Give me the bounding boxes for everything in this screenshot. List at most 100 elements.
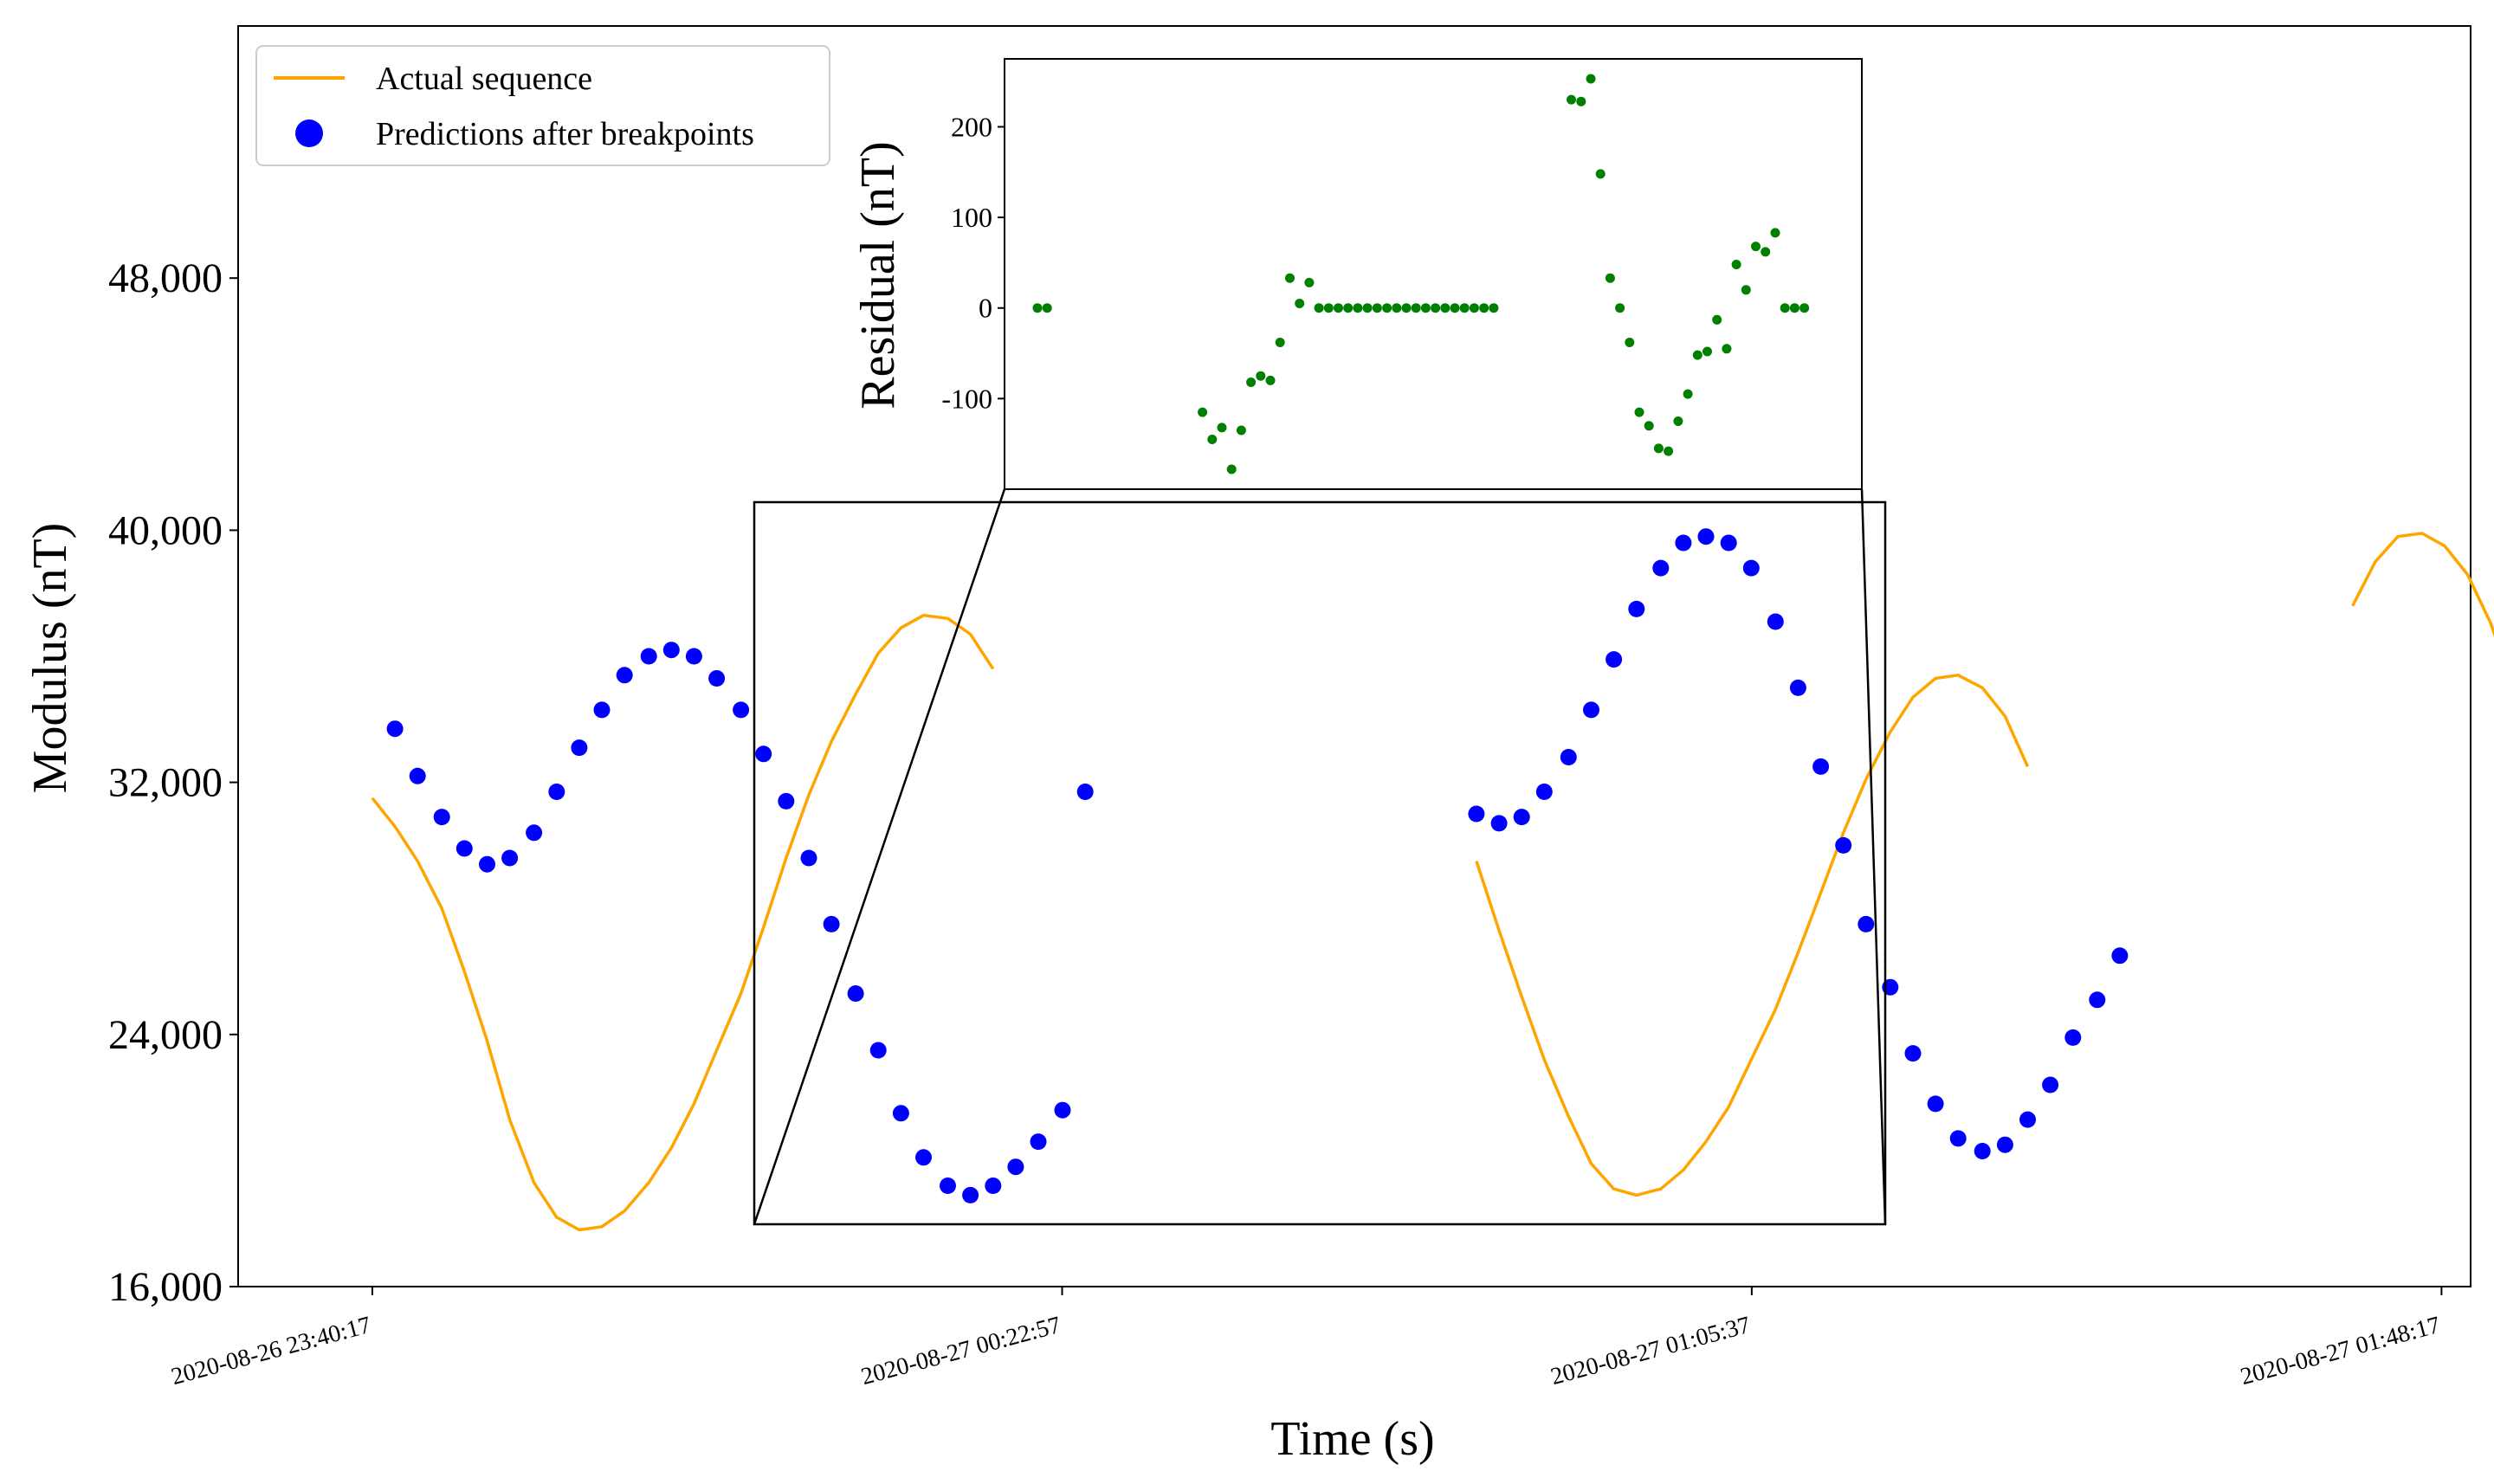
y-axis-label: Modulus (nT) <box>23 523 77 794</box>
residual-series <box>1032 74 1810 474</box>
residual-point <box>1469 303 1479 313</box>
prediction-point <box>892 1105 909 1122</box>
inset-tick-label: 100 <box>951 202 992 233</box>
residual-point <box>1712 314 1722 325</box>
residual-point <box>1362 303 1373 313</box>
residual-point <box>1411 303 1421 313</box>
prediction-point <box>685 648 702 665</box>
residual-point <box>1692 350 1703 360</box>
prediction-point <box>433 809 450 826</box>
residual-point <box>1789 303 1799 313</box>
residual-point <box>1731 260 1741 269</box>
legend-actual-label: Actual sequence <box>376 61 592 97</box>
residual-point <box>1586 74 1596 84</box>
prediction-point <box>1007 1158 1024 1176</box>
prediction-point <box>869 1042 887 1059</box>
residual-point <box>1567 94 1576 105</box>
y-tick-label: 16,000 <box>108 1264 223 1310</box>
prediction-point <box>708 670 726 687</box>
residual-point <box>1664 446 1674 456</box>
residual-point <box>1314 303 1324 313</box>
residual-point <box>1275 338 1285 347</box>
y-tick-label: 32,000 <box>108 760 223 806</box>
residual-point <box>1722 344 1732 354</box>
prediction-point <box>501 849 519 867</box>
prediction-point <box>1030 1133 1047 1151</box>
prediction-point <box>1513 809 1530 826</box>
prediction-point <box>409 767 426 784</box>
prediction-point <box>1812 758 1830 775</box>
residual-point <box>1634 407 1644 417</box>
actual-sequence-series <box>371 532 2494 1232</box>
residual-point <box>1042 303 1052 313</box>
residual-point <box>1392 303 1402 313</box>
residual-point <box>1751 242 1761 252</box>
prediction-point <box>1490 815 1508 832</box>
prediction-point <box>1628 600 1645 617</box>
residual-point <box>1479 303 1489 313</box>
residual-point <box>1770 228 1780 238</box>
inset-tick-label: -100 <box>941 383 992 414</box>
prediction-point <box>823 915 840 932</box>
residual-point <box>1799 303 1810 313</box>
y-axis-ticks: 16,000 24,000 32,000 40,000 48,000 <box>108 255 238 1310</box>
prediction-point <box>1858 915 1875 932</box>
zoom-connector-left <box>753 488 1006 1225</box>
prediction-point <box>2111 947 2129 965</box>
residual-point <box>1653 443 1664 454</box>
prediction-point <box>2064 1029 2082 1046</box>
prediction-point <box>1996 1136 2013 1153</box>
prediction-point <box>1468 805 1485 823</box>
residual-point <box>1236 425 1246 436</box>
prediction-point <box>985 1178 1002 1194</box>
residual-point <box>1625 338 1635 347</box>
prediction-point <box>962 1186 979 1203</box>
residual-point <box>1032 303 1043 313</box>
residual-point <box>1644 421 1654 431</box>
prediction-point <box>755 745 772 763</box>
prediction-point <box>778 792 795 810</box>
residual-point <box>1353 303 1363 313</box>
prediction-point <box>1974 1143 1991 1159</box>
prediction-point <box>548 784 565 800</box>
residual-point <box>1703 346 1712 357</box>
prediction-point <box>662 642 680 659</box>
prediction-point <box>1076 784 1094 800</box>
plot-frame <box>237 25 2471 1287</box>
prediction-point <box>386 720 404 738</box>
prediction-point <box>1742 559 1760 577</box>
y-tick-label: 24,000 <box>108 1012 223 1058</box>
residual-point <box>1595 169 1606 179</box>
residual-point <box>1285 273 1295 283</box>
legend-box <box>255 45 830 166</box>
prediction-point <box>733 701 750 719</box>
inset-tick-label: 200 <box>951 111 992 142</box>
residual-point <box>1741 285 1751 295</box>
residual-point <box>1246 377 1257 387</box>
prediction-point <box>1767 613 1784 630</box>
prediction-point <box>1583 701 1599 719</box>
prediction-point <box>1720 534 1737 552</box>
prediction-point <box>1560 749 1577 765</box>
prediction-point <box>1789 679 1806 696</box>
residual-point <box>1440 303 1451 313</box>
residual-point <box>1323 303 1334 313</box>
prediction-point <box>1697 528 1715 545</box>
inset-y-ticks: -100 0 100 200 <box>941 111 1005 414</box>
residual-point <box>1382 303 1392 313</box>
inset-background <box>1005 59 1862 489</box>
zoom-connector-right <box>1860 488 1887 1225</box>
prediction-point <box>593 701 611 719</box>
residual-point <box>1401 303 1412 313</box>
residual-point <box>1265 375 1276 385</box>
x-axis-label: Time (s) <box>1270 1412 1434 1466</box>
prediction-point <box>1606 651 1623 668</box>
actual-sequence-line <box>371 613 995 1232</box>
residual-point <box>1343 303 1354 313</box>
residual-point <box>1450 303 1460 313</box>
legend-predictions-label: Predictions after breakpoints <box>376 116 754 152</box>
prediction-point <box>1927 1095 1944 1113</box>
residual-point <box>1372 303 1382 313</box>
y-tick-label: 40,000 <box>108 507 223 553</box>
residual-point <box>1761 247 1771 257</box>
